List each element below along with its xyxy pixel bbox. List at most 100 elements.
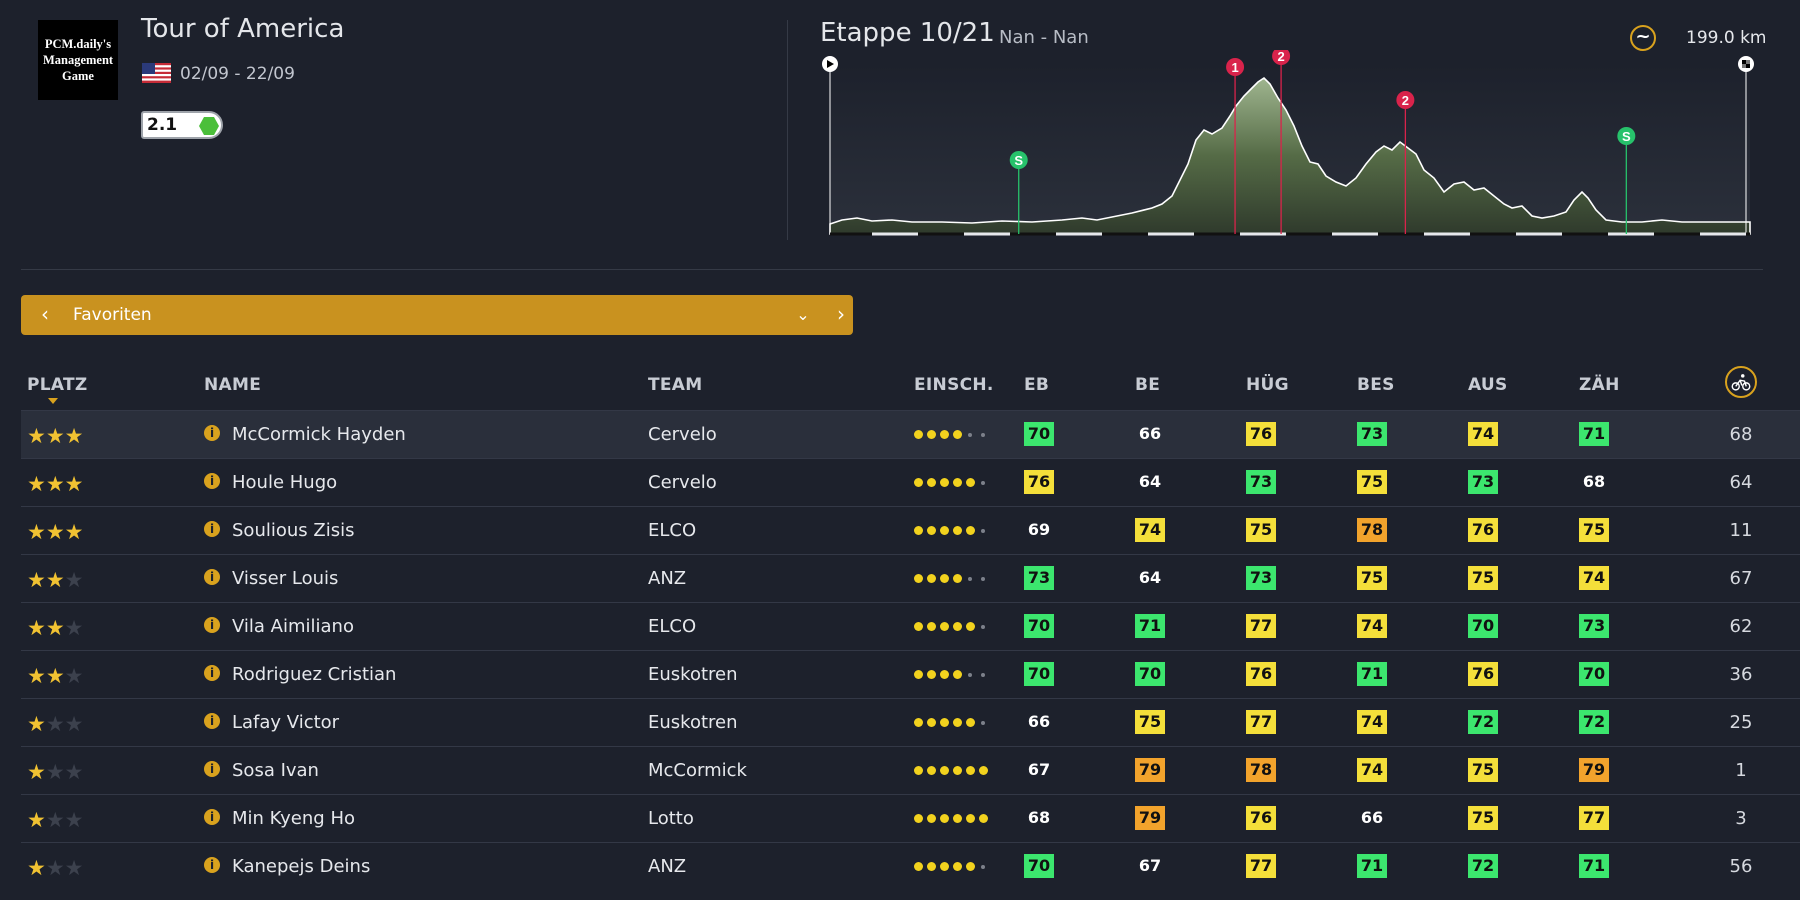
- info-icon[interactable]: i: [204, 473, 220, 489]
- race-dates: 02/09 - 22/09: [180, 64, 295, 84]
- cyclist-icon[interactable]: [1725, 366, 1757, 398]
- table-row[interactable]: ★★★ i Houle Hugo Cervelo 76 64 73 75 73 …: [21, 458, 1800, 506]
- rider-name[interactable]: Houle Hugo: [232, 472, 338, 493]
- form-dot: [927, 814, 936, 823]
- climb-marker[interactable]: 1: [1226, 58, 1245, 234]
- header-eb[interactable]: EB: [1024, 375, 1050, 395]
- skill-aus: 75: [1468, 566, 1498, 590]
- info-icon[interactable]: i: [204, 617, 220, 633]
- skill-aus: 70: [1468, 614, 1498, 638]
- rider-name[interactable]: Soulious Zisis: [232, 520, 355, 541]
- rider-name[interactable]: Lafay Victor: [232, 712, 340, 733]
- rider-name[interactable]: Kanepejs Deins: [232, 856, 371, 877]
- skill-eb: 70: [1024, 662, 1054, 686]
- rider-name[interactable]: Rodriguez Cristian: [232, 664, 397, 685]
- skill-be: 67: [1138, 856, 1162, 875]
- rider-name[interactable]: Min Kyeng Ho: [232, 808, 355, 829]
- form-dot: [927, 670, 936, 679]
- info-icon[interactable]: i: [204, 857, 220, 873]
- chevron-right-icon[interactable]: ›: [837, 302, 845, 326]
- header-zah[interactable]: ZÄH: [1579, 375, 1620, 395]
- skill-eb: 69: [1027, 520, 1051, 539]
- form-dot: [981, 481, 985, 485]
- rider-team[interactable]: Euskotren: [648, 712, 738, 733]
- rider-team[interactable]: ANZ: [648, 856, 687, 877]
- sprint-marker[interactable]: S: [1617, 127, 1636, 234]
- table-row[interactable]: ★★★ i Vila Aimiliano ELCO 70 71 77 74 70…: [21, 602, 1800, 650]
- info-icon[interactable]: i: [204, 761, 220, 777]
- header-hug[interactable]: HÜG: [1246, 375, 1289, 395]
- header-team[interactable]: TEAM: [648, 375, 703, 395]
- header-be[interactable]: BE: [1135, 375, 1161, 395]
- header-platz[interactable]: PLATZ: [27, 375, 88, 395]
- rider-team[interactable]: Cervelo: [648, 424, 717, 445]
- star-icon: ★: [64, 568, 84, 592]
- skill-hug: 77: [1246, 854, 1276, 878]
- info-icon[interactable]: i: [204, 809, 220, 825]
- rider-team[interactable]: McCormick: [648, 760, 747, 781]
- star-icon: ★: [27, 616, 46, 640]
- header-aus[interactable]: AUS: [1468, 375, 1508, 395]
- rider-team[interactable]: Cervelo: [648, 472, 717, 493]
- chevron-down-icon[interactable]: ⌄: [796, 305, 810, 324]
- section-divider: [21, 269, 1763, 270]
- skill-hug: 76: [1246, 422, 1276, 446]
- rating-stars: ★★★: [27, 568, 83, 592]
- table-row[interactable]: ★★★ i Lafay Victor Euskotren 66 75 77 74…: [21, 698, 1800, 746]
- rider-value: 3: [1735, 808, 1747, 829]
- skill-aus: 72: [1468, 710, 1498, 734]
- form-dot: [953, 670, 962, 679]
- form-dot: [953, 526, 962, 535]
- rider-team[interactable]: ANZ: [648, 568, 687, 589]
- table-row[interactable]: ★★★ i Sosa Ivan McCormick 67 79 78 74 75…: [21, 746, 1800, 794]
- stage-profile-chart[interactable]: S 1 2 2 S: [812, 50, 1764, 246]
- info-icon[interactable]: i: [204, 665, 220, 681]
- form-dot: [966, 766, 975, 775]
- skill-bes: 74: [1357, 758, 1387, 782]
- table-row[interactable]: ★★★ i Visser Louis ANZ 73 64 73 75 75 74…: [21, 554, 1800, 602]
- star-icon: ★: [45, 472, 65, 496]
- header-einsch[interactable]: EINSCH.: [914, 375, 994, 395]
- star-icon: ★: [64, 520, 84, 544]
- rider-name[interactable]: Sosa Ivan: [232, 760, 319, 781]
- form-dot: [927, 718, 936, 727]
- profile-finish-icon: [1738, 56, 1754, 72]
- climb-marker[interactable]: 2: [1396, 91, 1415, 234]
- info-icon[interactable]: i: [204, 425, 220, 441]
- skill-zah: 71: [1579, 854, 1609, 878]
- table-row[interactable]: ★★★ i Soulious Zisis ELCO 69 74 75 78 76…: [21, 506, 1800, 554]
- star-icon: ★: [45, 568, 65, 592]
- sprint-marker[interactable]: S: [1009, 151, 1028, 234]
- info-icon[interactable]: i: [204, 713, 220, 729]
- skill-be: 75: [1135, 710, 1165, 734]
- rating-stars: ★★★: [27, 664, 83, 688]
- rider-name[interactable]: McCormick Hayden: [232, 424, 406, 445]
- chevron-left-icon[interactable]: ‹: [41, 302, 49, 326]
- rating-stars: ★★★: [27, 520, 83, 544]
- rider-value: 68: [1729, 424, 1753, 445]
- form-dot: [927, 862, 936, 871]
- table-row[interactable]: ★★★ i Kanepejs Deins ANZ 70 67 77 71 72 …: [21, 842, 1800, 890]
- form-dot: [981, 865, 985, 869]
- info-icon[interactable]: i: [204, 569, 220, 585]
- header-bes[interactable]: BES: [1357, 375, 1395, 395]
- table-row[interactable]: ★★★ i McCormick Hayden Cervelo 70 66 76 …: [21, 410, 1800, 458]
- header-name[interactable]: NAME: [204, 375, 262, 395]
- rider-name[interactable]: Visser Louis: [232, 568, 339, 589]
- rider-team[interactable]: Lotto: [648, 808, 694, 829]
- form-dot: [940, 862, 949, 871]
- info-icon[interactable]: i: [204, 521, 220, 537]
- star-icon: ★: [45, 520, 65, 544]
- table-row[interactable]: ★★★ i Rodriguez Cristian Euskotren 70 70…: [21, 650, 1800, 698]
- form-dot: [981, 433, 985, 437]
- rider-name[interactable]: Vila Aimiliano: [232, 616, 354, 637]
- form-dot: [966, 622, 975, 631]
- rider-team[interactable]: ELCO: [648, 520, 697, 541]
- category-selector[interactable]: ‹ Favoriten ⌄ ›: [21, 295, 853, 335]
- rider-team[interactable]: ELCO: [648, 616, 697, 637]
- table-row[interactable]: ★★★ i Min Kyeng Ho Lotto 68 79 76 66 75 …: [21, 794, 1800, 842]
- rider-team[interactable]: Euskotren: [648, 664, 738, 685]
- skill-be: 79: [1135, 758, 1165, 782]
- skill-be: 74: [1135, 518, 1165, 542]
- climb-marker[interactable]: 2: [1272, 50, 1291, 234]
